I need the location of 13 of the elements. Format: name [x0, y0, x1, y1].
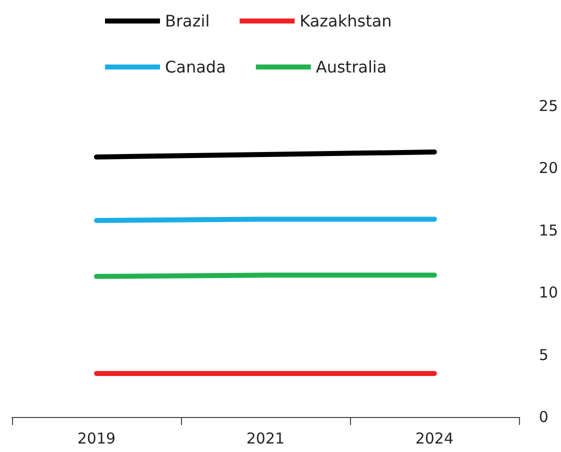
y-tick-label: 20: [538, 159, 558, 178]
x-tick-label: 2024: [415, 430, 454, 448]
y-tick-label: 0: [538, 408, 548, 426]
y-tick-label: 10: [538, 284, 558, 302]
y-tick-label: 5: [538, 346, 548, 364]
x-tick-label: 2021: [246, 430, 285, 448]
legend-label: Kazakhstan: [300, 12, 392, 30]
x-tick-label: 2019: [77, 430, 116, 448]
legend-label: Canada: [165, 58, 226, 76]
y-tick-label: 15: [538, 221, 558, 240]
y-tick-label: 25: [538, 97, 558, 115]
legend-label: Brazil: [165, 12, 210, 30]
legend-label: Australia: [316, 58, 387, 76]
